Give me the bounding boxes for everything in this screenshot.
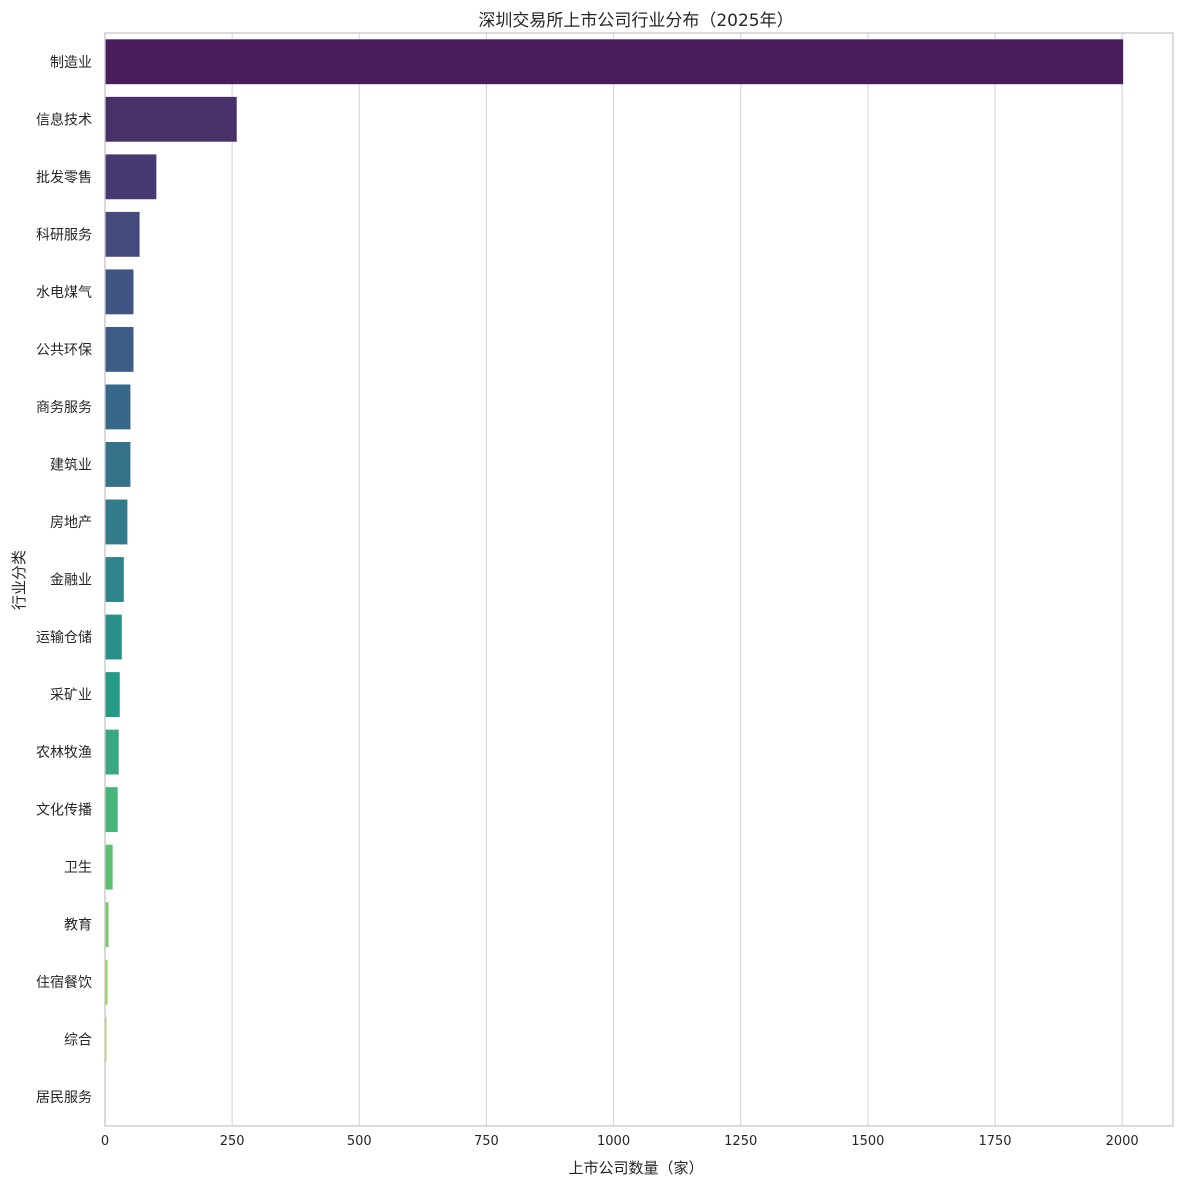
bar (105, 672, 120, 717)
bar (105, 326, 134, 372)
bar (105, 211, 140, 257)
y-tick-label: 科研服务 (36, 227, 92, 243)
y-tick-label: 公共环保 (36, 342, 92, 358)
x-tick-label: 1250 (724, 1134, 757, 1149)
bar (105, 787, 118, 833)
chart-title: 深圳交易所上市公司行业分布（2025年） (478, 11, 793, 31)
y-tick-label: 运输仓储 (36, 630, 92, 646)
y-tick-label: 建筑业 (50, 457, 92, 473)
y-tick-label: 住宿餐饮 (36, 974, 92, 991)
plot-frame (104, 32, 1174, 1127)
bar-layer (105, 39, 1124, 1120)
y-tick-label: 文化传播 (36, 803, 92, 819)
bar (105, 902, 109, 948)
y-tick-label: 制造业 (50, 55, 92, 71)
grid-layer (104, 33, 1123, 1126)
x-tick-label: 1500 (851, 1134, 884, 1149)
x-axis-label: 上市公司数量（家） (568, 1159, 703, 1177)
y-tick-label: 房地产 (50, 515, 92, 531)
bar (105, 39, 1124, 85)
y-tick-label: 金融业 (50, 573, 92, 589)
bar (105, 269, 134, 315)
y-axis-label: 行业分类 (10, 550, 28, 610)
x-tick-label: 1750 (978, 1134, 1011, 1149)
bar (105, 442, 131, 487)
bar (105, 1017, 107, 1063)
bar (105, 844, 113, 890)
bar (105, 729, 119, 775)
x-tick-label: 250 (220, 1134, 245, 1149)
y-tick-label: 综合 (64, 1033, 92, 1049)
y-tick-label: 信息技术 (36, 111, 92, 128)
bar (105, 384, 131, 430)
x-tick-label: 0 (101, 1134, 109, 1149)
bar (105, 959, 108, 1005)
y-tick-label: 卫生 (64, 860, 92, 876)
x-tick-label: 750 (474, 1134, 499, 1149)
y-tick-label: 教育 (64, 918, 92, 934)
y-category-layer: 制造业信息技术批发零售科研服务水电煤气公共环保商务服务建筑业房地产金融业运输仓储… (36, 55, 92, 1106)
y-tick-label: 采矿业 (50, 688, 92, 704)
x-tick-label: 2000 (1106, 1134, 1139, 1149)
x-tick-label: 500 (347, 1134, 372, 1149)
y-tick-label: 居民服务 (36, 1090, 92, 1106)
y-tick-label: 批发零售 (36, 170, 92, 186)
y-tick-label: 商务服务 (36, 400, 92, 416)
bar (105, 499, 128, 545)
y-tick-label: 农林牧渔 (36, 745, 92, 761)
y-tick-label: 水电煤气 (36, 285, 92, 301)
bar (105, 154, 157, 200)
bar (105, 96, 237, 142)
x-tick-layer: 0 250 500 750 1000 1250 1500 1750 2000 (101, 1134, 1139, 1149)
bar (105, 614, 122, 660)
bar (105, 557, 124, 602)
x-tick-label: 1000 (597, 1134, 630, 1149)
